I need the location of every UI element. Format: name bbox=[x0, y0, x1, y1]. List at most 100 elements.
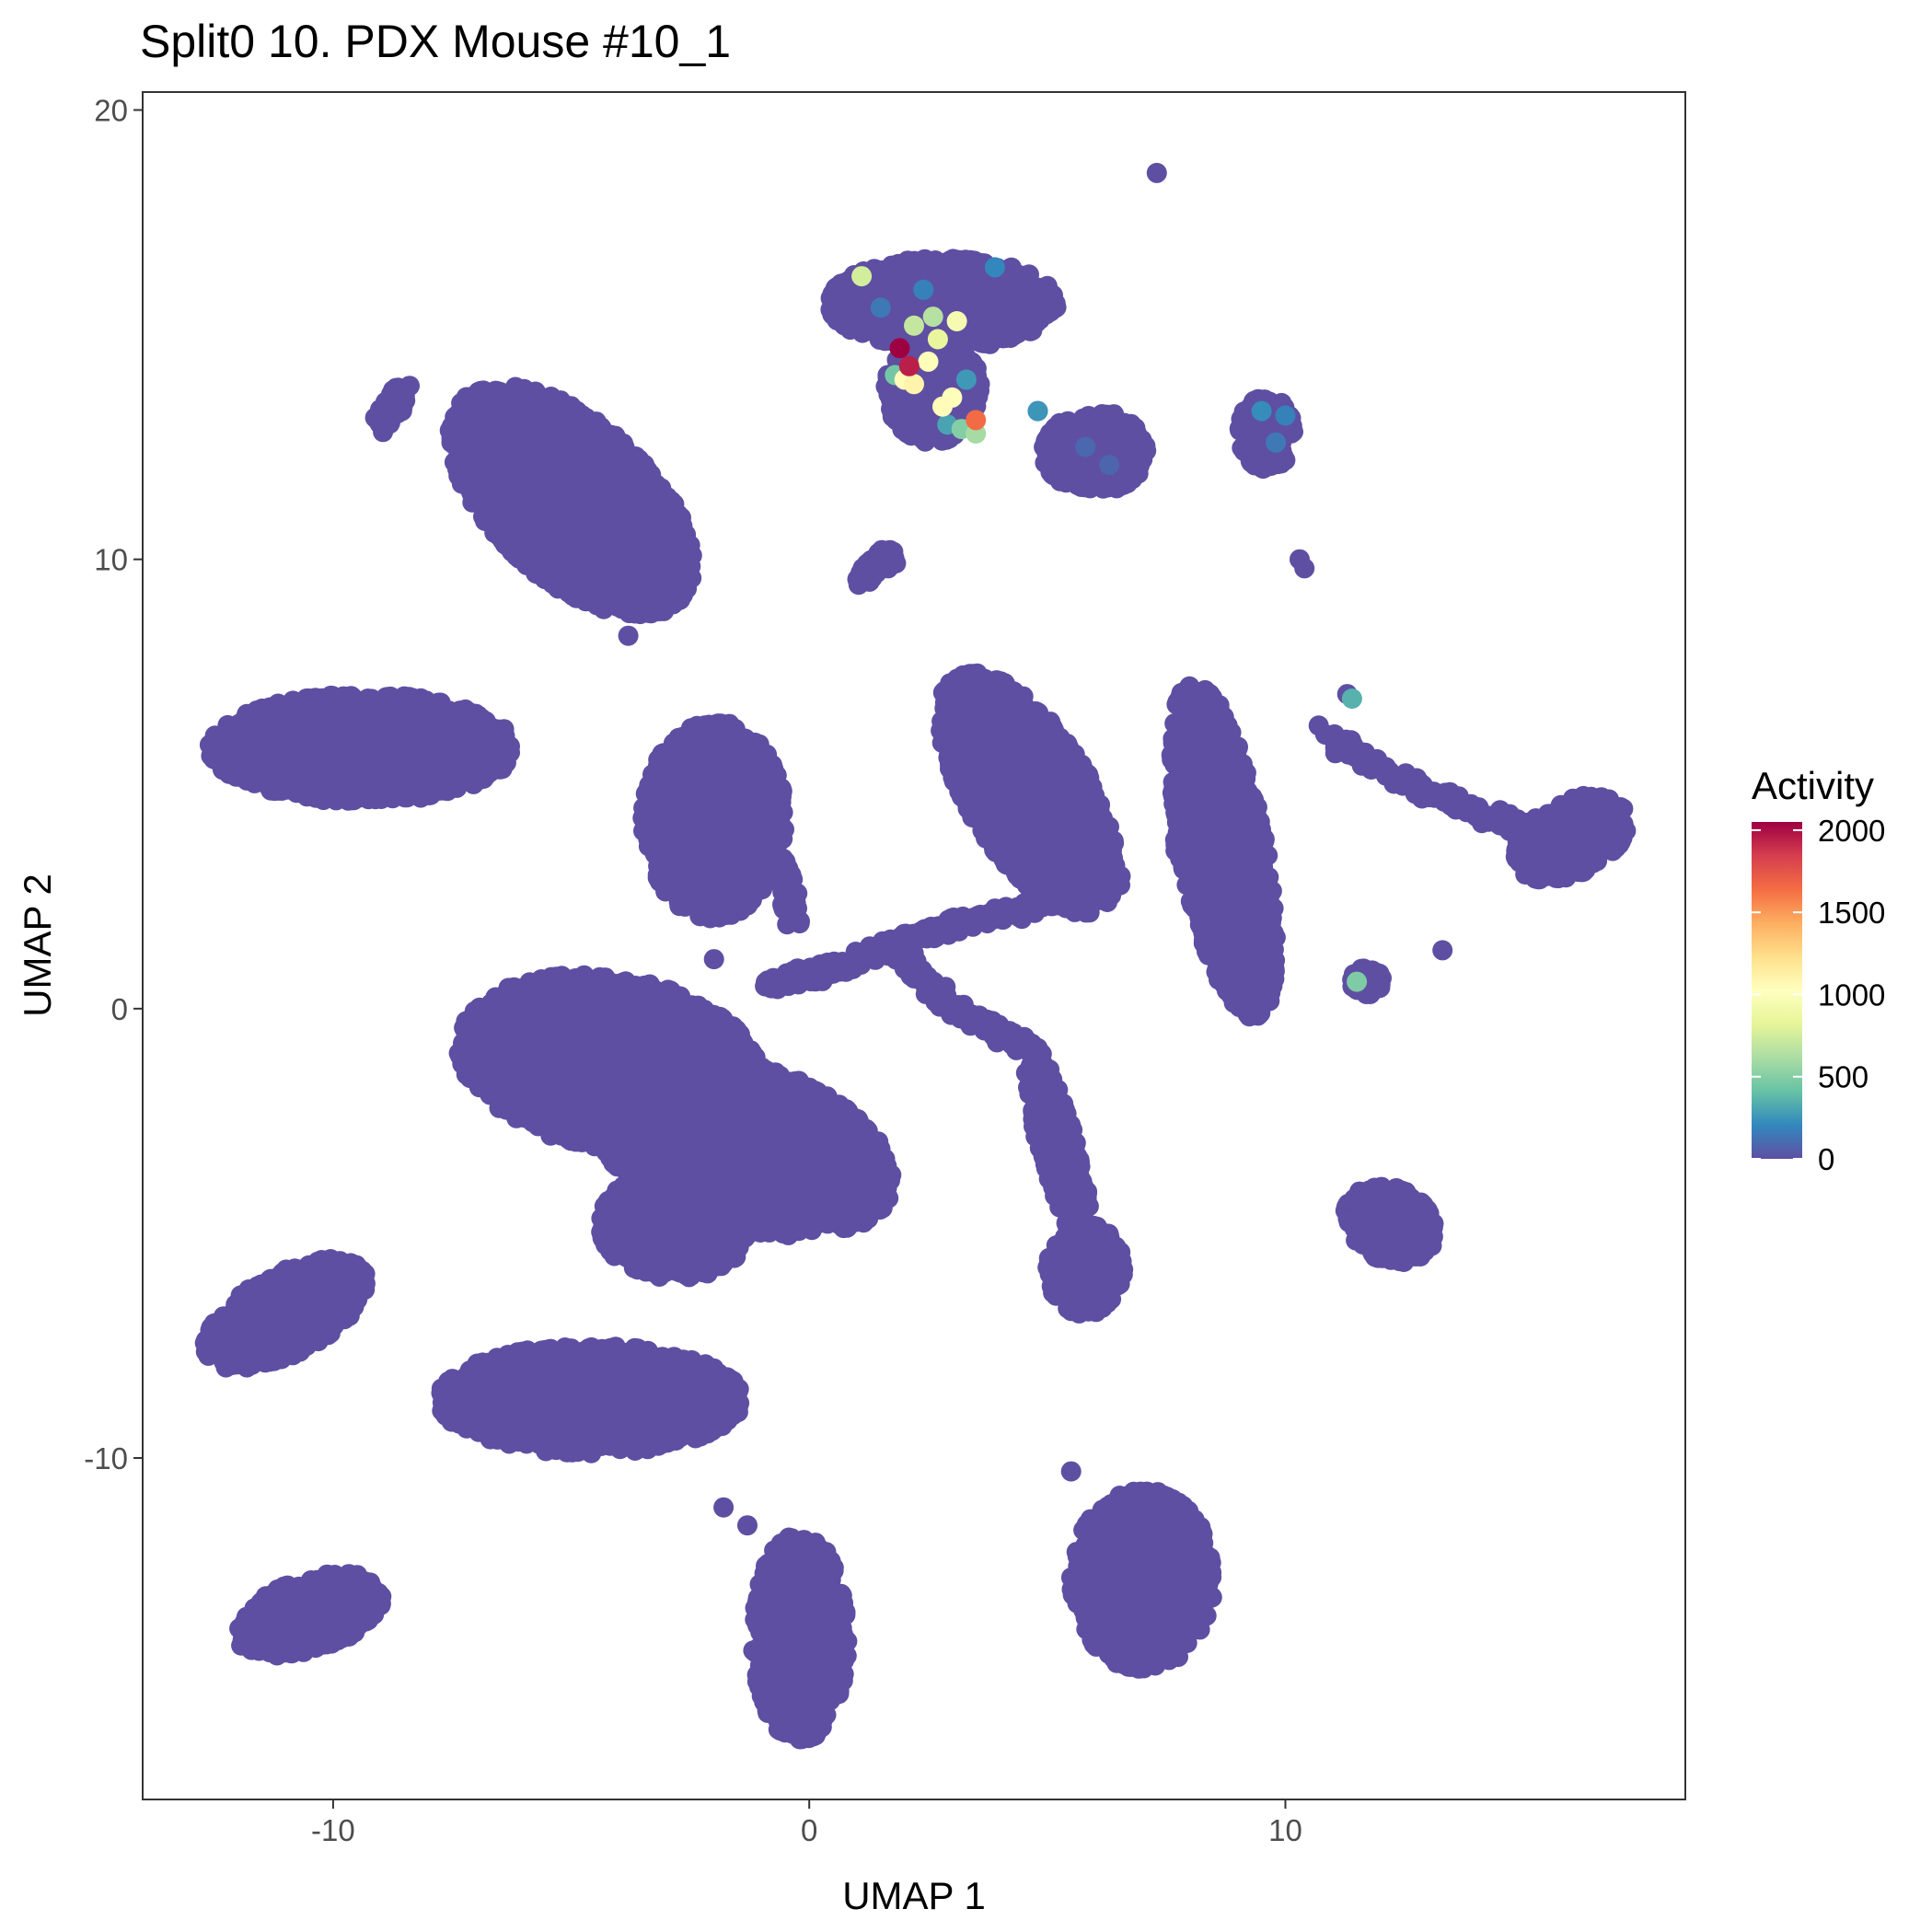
cell-point bbox=[216, 722, 237, 743]
cell-point bbox=[261, 743, 283, 764]
cell-point bbox=[476, 713, 496, 735]
cell-point bbox=[1060, 747, 1082, 769]
cell-point bbox=[686, 762, 707, 783]
cell-point bbox=[694, 824, 715, 845]
cell-point bbox=[988, 787, 1009, 807]
cell-point bbox=[1007, 795, 1028, 816]
cell-point bbox=[674, 873, 695, 894]
cell-point bbox=[510, 402, 531, 423]
cell-point bbox=[1047, 848, 1068, 869]
cell-point bbox=[611, 503, 632, 525]
cell-point bbox=[663, 517, 684, 538]
cell-point bbox=[574, 496, 596, 517]
cell-point bbox=[661, 491, 682, 512]
cell-point bbox=[260, 719, 282, 740]
cell-point bbox=[399, 693, 421, 714]
cell-point bbox=[327, 751, 348, 772]
cell-point bbox=[1008, 757, 1029, 778]
cell-point bbox=[448, 426, 469, 447]
cell-point bbox=[722, 729, 743, 750]
cell-point bbox=[592, 510, 613, 531]
cell-point bbox=[932, 682, 954, 703]
cell-point bbox=[469, 410, 491, 431]
cell-point bbox=[470, 380, 492, 401]
cell-point bbox=[956, 718, 978, 739]
cell-point bbox=[974, 707, 995, 728]
cell-point bbox=[330, 695, 351, 716]
cell-point bbox=[578, 535, 599, 556]
cell-point bbox=[353, 731, 375, 752]
cell-point bbox=[477, 428, 498, 449]
cell-point bbox=[660, 837, 681, 858]
cell-point bbox=[364, 702, 386, 723]
cell-point bbox=[712, 763, 734, 784]
cell-point bbox=[462, 738, 483, 759]
cell-point bbox=[540, 474, 561, 495]
cell-point bbox=[701, 727, 723, 747]
cell-point bbox=[1002, 849, 1024, 870]
cell-point bbox=[532, 558, 553, 579]
cell-point bbox=[618, 597, 639, 619]
cell-point bbox=[1013, 822, 1034, 843]
cell-point bbox=[515, 484, 536, 505]
cell-point bbox=[536, 510, 557, 531]
cell-point bbox=[1080, 835, 1101, 855]
cell-point bbox=[596, 435, 617, 457]
cell-point bbox=[434, 710, 455, 731]
cell-point bbox=[209, 742, 230, 763]
cell-point bbox=[1079, 804, 1100, 825]
cell-point bbox=[463, 773, 484, 794]
cell-point bbox=[537, 423, 558, 445]
cell-point bbox=[598, 454, 619, 475]
cell-point bbox=[456, 453, 477, 474]
cell-point bbox=[595, 590, 616, 611]
cell-point bbox=[281, 751, 302, 771]
cell-point bbox=[499, 423, 520, 445]
cell-point bbox=[978, 816, 999, 838]
cell-point bbox=[238, 769, 260, 790]
cell-point bbox=[538, 537, 559, 558]
cell-point bbox=[638, 602, 659, 623]
cell-point bbox=[717, 896, 738, 916]
cell-point bbox=[693, 890, 714, 911]
cell-point bbox=[316, 787, 337, 808]
cell-point bbox=[726, 862, 747, 883]
cell-point bbox=[314, 720, 335, 741]
cell-point bbox=[634, 492, 655, 514]
cell-point bbox=[233, 742, 254, 763]
cell-point bbox=[631, 528, 653, 550]
cell-point bbox=[700, 860, 722, 881]
cell-point bbox=[492, 530, 514, 551]
cell-point bbox=[644, 573, 665, 595]
cell-point bbox=[1030, 790, 1051, 811]
cell-point bbox=[1035, 745, 1056, 766]
cell-point bbox=[743, 737, 764, 758]
chart-title: Split0 10. PDX Mouse #10_1 bbox=[140, 16, 731, 67]
cell-point bbox=[375, 781, 396, 802]
cell-point bbox=[276, 779, 297, 800]
cell-point bbox=[541, 456, 562, 477]
cell-point bbox=[585, 413, 607, 434]
cell-point bbox=[744, 871, 765, 892]
cell-point bbox=[425, 778, 445, 799]
cell-point bbox=[292, 696, 313, 717]
cell-point bbox=[492, 498, 514, 519]
cell-point bbox=[1026, 839, 1047, 861]
cell-point bbox=[237, 703, 258, 724]
cell-point bbox=[429, 736, 450, 758]
cell-point bbox=[738, 761, 759, 782]
cell-point bbox=[974, 731, 995, 752]
cell-point bbox=[516, 450, 538, 471]
cell-point bbox=[971, 688, 992, 709]
cell-point bbox=[546, 396, 567, 416]
cell-point bbox=[607, 535, 628, 556]
points-layer bbox=[194, 162, 1637, 1750]
cell-point bbox=[418, 758, 439, 779]
cell-point bbox=[954, 763, 974, 784]
cell-point bbox=[1001, 724, 1022, 746]
cell-point bbox=[1099, 816, 1119, 838]
cell-point bbox=[380, 686, 401, 707]
cell-point bbox=[399, 725, 420, 746]
cell-point bbox=[380, 753, 401, 774]
